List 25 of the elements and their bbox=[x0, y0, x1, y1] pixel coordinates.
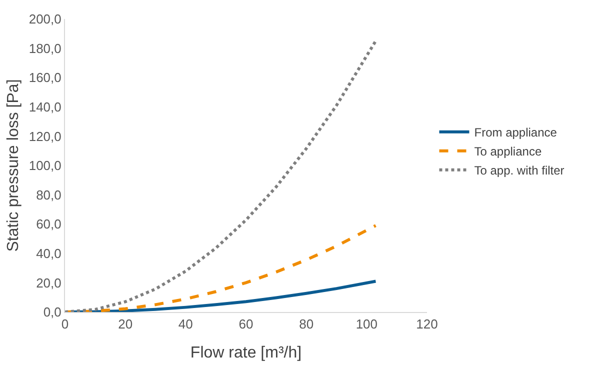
y-tick-label: 20,0 bbox=[36, 275, 62, 290]
y-tick-label: 60,0 bbox=[36, 216, 62, 232]
x-axis-title: Flow rate [m³/h] bbox=[190, 344, 302, 362]
x-tick-label: 40 bbox=[178, 316, 193, 332]
line-series bbox=[65, 224, 378, 312]
y-tick-label: 80,0 bbox=[36, 187, 62, 202]
legend-label: To appliance bbox=[474, 144, 542, 159]
y-tick-label: 140,0 bbox=[28, 99, 62, 114]
y-tick-label: 200,0 bbox=[28, 12, 62, 27]
y-tick-label: 160,0 bbox=[28, 70, 62, 86]
legend-label: To app. with filter bbox=[474, 164, 564, 178]
x-tick-label: 0 bbox=[61, 316, 69, 332]
legend-label: From appliance bbox=[474, 126, 558, 140]
x-tick-label: 100 bbox=[356, 316, 378, 332]
y-tick-label: 40,0 bbox=[36, 246, 62, 261]
line-series bbox=[65, 39, 378, 312]
x-tick-label: 80 bbox=[299, 316, 314, 332]
y-tick-label: 120,0 bbox=[28, 128, 62, 144]
y-axis-title: Static pressure loss [Pa] bbox=[4, 79, 22, 252]
y-tick-label: 0,0 bbox=[43, 304, 62, 320]
x-tick-label: 60 bbox=[238, 316, 254, 332]
x-tick-label: 120 bbox=[416, 316, 438, 332]
y-tick-label: 180,0 bbox=[28, 40, 62, 56]
x-tick-label: 20 bbox=[118, 316, 133, 332]
y-tick-label: 100,0 bbox=[28, 158, 62, 174]
